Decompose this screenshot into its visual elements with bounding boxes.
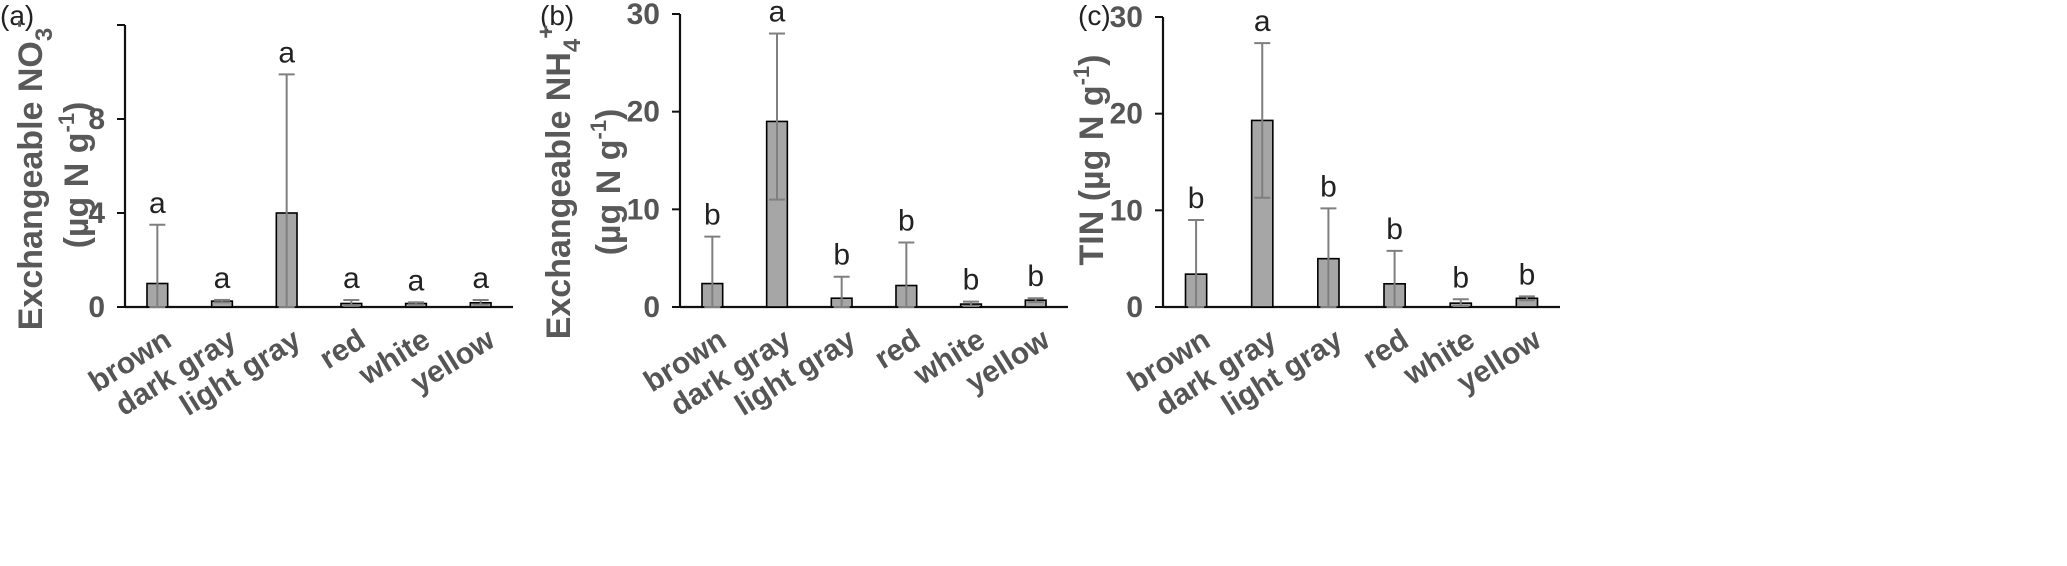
y-tick-label: 0 [1126, 291, 1143, 324]
significance-letter: a [343, 262, 360, 295]
significance-letter: b [963, 264, 980, 297]
panel-label: (a) [0, 0, 34, 31]
y-tick-label: 30 [1110, 1, 1143, 34]
significance-letter: a [408, 264, 425, 297]
significance-letter: a [214, 262, 231, 295]
significance-letter: b [1519, 258, 1536, 291]
significance-letter: a [149, 187, 166, 220]
significance-letter: b [1188, 182, 1205, 215]
significance-letter: a [1254, 5, 1271, 38]
significance-letter: a [472, 262, 489, 295]
y-axis-title: TIN (µg N g-1) [1069, 54, 1111, 265]
significance-letter: a [278, 36, 295, 69]
y-tick-label: 10 [1110, 194, 1143, 227]
significance-letter: a [769, 0, 786, 29]
y-tick-label: 0 [643, 291, 660, 324]
y-tick-label: 4 [88, 197, 105, 230]
y-tick-label: 8 [88, 103, 105, 136]
y-axis-unit: (µg N g-1) [54, 102, 96, 249]
y-tick-label: 0 [88, 291, 105, 324]
significance-letter: b [833, 239, 850, 272]
y-axis-unit: (µg N g-1) [586, 109, 628, 256]
panel-label: (b) [540, 0, 574, 31]
y-tick-label: 20 [627, 96, 660, 129]
significance-letter: b [1027, 260, 1044, 293]
panel-label: (c) [1078, 0, 1111, 31]
significance-letter: b [1386, 213, 1403, 246]
y-tick-label: 10 [627, 193, 660, 226]
significance-letter: b [704, 199, 721, 232]
y-axis-title: Exchangeable NO3- [5, 20, 58, 330]
significance-letter: b [1452, 261, 1469, 294]
y-axis-title: Exchangeable NH4+ [533, 25, 586, 340]
significance-letter: b [898, 205, 915, 238]
y-tick-label: 30 [627, 0, 660, 31]
significance-letter: b [1320, 170, 1337, 203]
y-tick-label: 20 [1110, 98, 1143, 131]
